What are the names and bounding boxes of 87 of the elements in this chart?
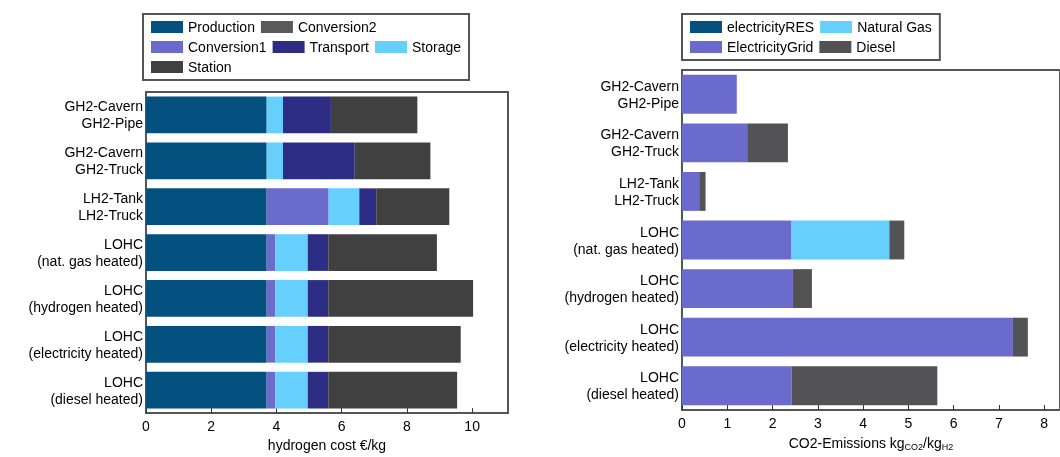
x-tick-label: 0: [142, 418, 151, 435]
bar: [266, 325, 276, 363]
y-tick-label: LOHC (electricity heated): [564, 320, 679, 354]
x-tick-label: 4: [859, 415, 868, 431]
bar: [266, 280, 276, 317]
legend-label: Natural Gas: [857, 19, 932, 35]
bar: [792, 269, 812, 308]
bar: [791, 366, 938, 406]
bar: [275, 371, 308, 409]
bar: [266, 371, 276, 409]
x-tick-label: 4: [272, 418, 281, 435]
bar: [146, 371, 267, 409]
bar: [791, 220, 890, 260]
bar: [307, 325, 329, 363]
y-tick-label: GH2-Cavern GH2-Truck: [600, 126, 680, 160]
x-axis-title: hydrogen cost €/kg: [267, 437, 387, 453]
legend-label: Conversion1: [188, 39, 267, 55]
bar: [328, 234, 437, 271]
bar: [266, 234, 276, 271]
bar: [146, 325, 267, 363]
bar: [354, 142, 431, 180]
x-tick-label: 6: [337, 418, 346, 435]
bar: [282, 142, 355, 180]
bar: [682, 123, 748, 163]
bar: [275, 280, 308, 317]
bar: [146, 142, 267, 180]
legend-label: ElectricityGrid: [727, 39, 814, 55]
bar: [889, 220, 905, 260]
y-tick-label: LH2-Tank LH2-Truck: [614, 174, 680, 208]
legend-label: Transport: [309, 39, 370, 55]
y-tick-label: LOHC (diesel heated): [586, 369, 679, 403]
x-tick-label: 6: [949, 415, 958, 431]
bar: [682, 172, 700, 211]
legend-label: Diesel: [856, 39, 896, 55]
bar: [146, 188, 267, 226]
legend-label: Storage: [411, 39, 462, 55]
y-tick-label: GH2-Cavern GH2-Truck: [64, 144, 144, 178]
bar: [307, 371, 329, 409]
bar: [328, 371, 458, 409]
y-tick-label: LOHC (hydrogen heated): [28, 281, 143, 315]
legend-label: electricityRES: [727, 19, 815, 35]
x-tick-label: 8: [403, 418, 411, 435]
bar: [376, 188, 450, 226]
bar: [307, 280, 329, 317]
bar: [330, 96, 418, 134]
legend-label: Conversion2: [297, 19, 377, 35]
bar: [1012, 317, 1028, 357]
y-tick-label: LOHC (nat. gas heated): [37, 236, 143, 270]
bar: [747, 123, 788, 163]
y-tick-label: LOHC (hydrogen heated): [564, 272, 679, 306]
x-tick-label: 5: [904, 415, 913, 431]
bar: [146, 96, 267, 134]
bar: [282, 96, 331, 134]
legend-label: Station: [188, 59, 232, 75]
x-tick-label: 3: [813, 415, 822, 431]
x-tick-label: 7: [994, 415, 1003, 431]
y-tick-label: LOHC (nat. gas heated): [573, 223, 679, 257]
bar: [266, 142, 283, 180]
bar: [307, 234, 329, 271]
bar: [699, 172, 706, 211]
bar: [146, 280, 267, 317]
y-tick-label: LOHC (diesel heated): [50, 373, 143, 407]
x-tick-label: 2: [207, 418, 216, 435]
bar: [328, 188, 360, 226]
bar: [328, 280, 474, 317]
bar: [682, 317, 1013, 357]
bar: [682, 269, 793, 308]
legend-label: Production: [188, 19, 255, 35]
bar: [682, 74, 737, 114]
x-tick-label: 0: [678, 415, 687, 431]
y-tick-label: GH2-Cavern GH2-Pipe: [600, 77, 680, 111]
y-tick-label: GH2-Cavern GH2-Pipe: [64, 98, 144, 132]
x-tick-label: 1: [723, 415, 732, 431]
bar: [275, 325, 308, 363]
x-tick-label: 8: [1040, 415, 1049, 431]
bar: [682, 366, 792, 406]
x-tick-label: 10: [464, 418, 481, 435]
x-tick-label: 2: [768, 415, 777, 431]
bar: [275, 234, 308, 271]
bar: [266, 96, 283, 134]
bar: [328, 325, 461, 363]
bar: [266, 188, 329, 226]
bar: [359, 188, 377, 226]
bar: [682, 220, 792, 260]
bar: [146, 234, 267, 271]
y-tick-label: LOHC (electricity heated): [28, 327, 143, 361]
y-tick-label: LH2-Tank LH2-Truck: [78, 190, 144, 224]
